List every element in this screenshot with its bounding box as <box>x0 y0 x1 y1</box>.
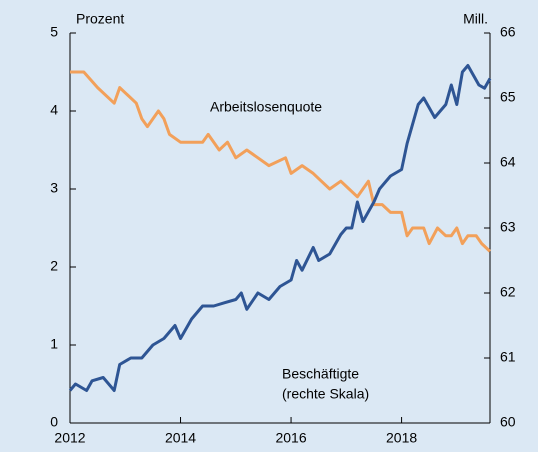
y-tick-label: 2 <box>50 258 58 274</box>
y2-tick-label: 63 <box>500 219 516 235</box>
y2-tick-label: 62 <box>500 284 516 300</box>
x-tick-label: 2018 <box>386 430 417 446</box>
y-tick-label: 1 <box>50 336 58 352</box>
y2-tick-label: 60 <box>500 414 516 430</box>
x-tick-label: 2016 <box>275 430 306 446</box>
series-label: Arbeitslosenquote <box>210 99 322 115</box>
y2-tick-label: 65 <box>500 89 516 105</box>
annotation: Beschäftigte <box>282 366 359 382</box>
series-line <box>70 70 492 253</box>
x-tick-label: 2014 <box>165 430 196 446</box>
y-tick-label: 5 <box>50 24 58 40</box>
y-axis-label: Prozent <box>76 11 124 27</box>
annotation: (rechte Skala) <box>282 386 369 402</box>
x-tick-label: 2012 <box>54 430 85 446</box>
y-tick-label: 0 <box>50 414 58 430</box>
y2-tick-label: 61 <box>500 349 516 365</box>
y-tick-label: 3 <box>50 180 58 196</box>
y2-tick-label: 64 <box>500 154 516 170</box>
y-tick-label: 4 <box>50 102 58 118</box>
y2-axis-label: Mill. <box>463 11 488 27</box>
y2-tick-label: 66 <box>500 24 516 40</box>
series-line <box>68 64 492 392</box>
